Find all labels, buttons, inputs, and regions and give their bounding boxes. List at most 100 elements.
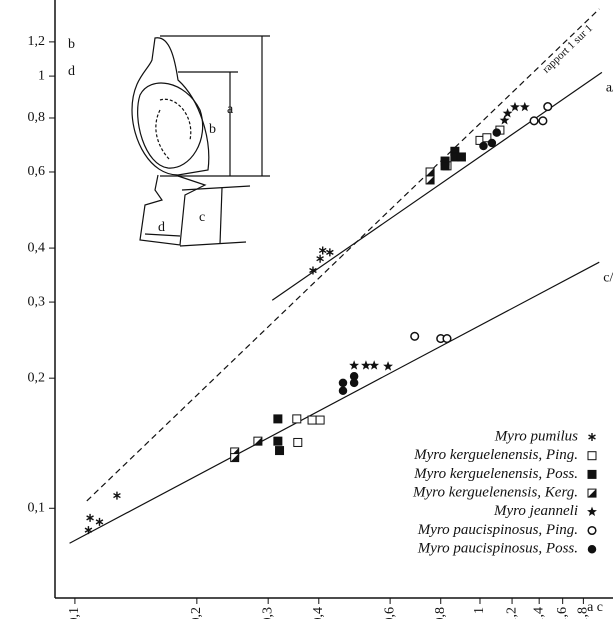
point: [487, 138, 497, 148]
point: [440, 161, 450, 171]
point: [519, 101, 530, 112]
point: [383, 361, 393, 371]
x-tick-label: 0,4: [311, 607, 326, 619]
x-tick-label: 1,8: [576, 607, 591, 619]
point: [95, 517, 104, 526]
inset-drawing: [131, 35, 270, 247]
point: [410, 331, 420, 341]
x-tick-label: 1,2: [504, 607, 519, 619]
x-tick-label: 0,6: [382, 607, 397, 619]
reference-line: [271, 71, 603, 301]
x-tick-label: 0,3: [260, 607, 275, 619]
point: [492, 128, 501, 137]
point: [230, 453, 240, 463]
y-tick-label: 0,4: [28, 240, 46, 255]
point: [510, 101, 520, 112]
point: [456, 152, 466, 162]
y-axis-label: d: [68, 64, 75, 79]
point: [442, 334, 452, 344]
point: [307, 415, 317, 425]
line-label: rapport 1 sur 1: [540, 22, 595, 75]
x-tick-label: 1: [472, 607, 487, 614]
point-part: [230, 453, 239, 462]
point: [86, 513, 94, 522]
y-tick-label: 1: [38, 68, 45, 83]
legend-label: Myro kerguelenensis, Poss.: [413, 466, 578, 482]
point: [425, 167, 435, 177]
y-tick-label: 0,3: [28, 294, 46, 309]
legend-symbol: [587, 488, 597, 498]
point: [326, 248, 334, 257]
inset-label: b: [209, 122, 216, 137]
point: [482, 133, 492, 143]
legend-symbol: [587, 451, 597, 461]
line-label: c/d: [603, 270, 613, 285]
x-axis-label: a c: [587, 600, 603, 615]
series: [338, 128, 501, 396]
inset-label: a: [227, 102, 234, 117]
point: [538, 116, 548, 126]
point: [293, 437, 303, 447]
reference-line: [86, 8, 600, 502]
point: [369, 360, 380, 370]
series: [349, 101, 530, 371]
y-tick-label: 0,8: [28, 110, 46, 125]
y-tick-label: 0,2: [28, 370, 46, 385]
x-tick-label: 1,4: [531, 607, 546, 619]
point: [499, 115, 510, 125]
x-tick-label: 0,8: [433, 607, 448, 619]
point: [292, 414, 302, 424]
point-part: [588, 489, 596, 498]
series: [292, 125, 505, 447]
line-label: a/b: [606, 81, 613, 96]
legend-symbol: [588, 433, 596, 441]
x-tick-label: 1,6: [555, 607, 570, 619]
point: [543, 102, 553, 112]
point: [479, 141, 488, 151]
point-part: [426, 175, 435, 184]
point: [318, 246, 327, 255]
y-tick-label: 0,1: [28, 500, 46, 515]
y-tick-label: 0,6: [28, 164, 46, 179]
point: [502, 108, 513, 118]
series: [410, 102, 553, 344]
point: [273, 436, 283, 446]
point: [316, 254, 324, 263]
inset-label: c: [199, 210, 205, 225]
point: [275, 446, 285, 456]
point: [338, 378, 348, 388]
point-part: [426, 167, 435, 176]
legend-symbol: [587, 469, 597, 479]
point: [113, 491, 121, 500]
x-tick-label: 0,1: [67, 607, 82, 619]
legend-label: Myro paucispinosus, Poss.: [417, 541, 578, 557]
point: [338, 386, 348, 396]
legend-label: Myro paucispinosus, Ping.: [417, 522, 578, 538]
inset-label: d: [158, 220, 165, 235]
y-tick-label: 1,2: [28, 34, 46, 49]
point: [529, 116, 539, 126]
legend-label: Myro pumilus: [494, 428, 578, 444]
legend-label: Myro kerguelenensis, Ping.: [413, 447, 578, 463]
legend-label: Myro jeanneli: [493, 503, 578, 519]
point: [309, 266, 317, 275]
point: [84, 526, 93, 535]
legend-symbol: [587, 525, 597, 536]
legend-symbol: [587, 506, 597, 517]
point: [315, 415, 325, 425]
point-part: [253, 437, 262, 446]
point: [349, 360, 360, 370]
y-axis-label: b: [68, 37, 75, 52]
legend-label: Myro kerguelenensis, Kerg.: [412, 485, 578, 501]
point: [273, 414, 283, 424]
point: [349, 378, 359, 388]
series: [230, 167, 435, 463]
legend-symbol: [587, 544, 597, 554]
reference-line: [69, 261, 600, 544]
series: [273, 146, 466, 456]
point: [361, 360, 371, 370]
series: [84, 246, 334, 535]
x-tick-label: 0,2: [189, 607, 204, 619]
point: [425, 175, 435, 185]
